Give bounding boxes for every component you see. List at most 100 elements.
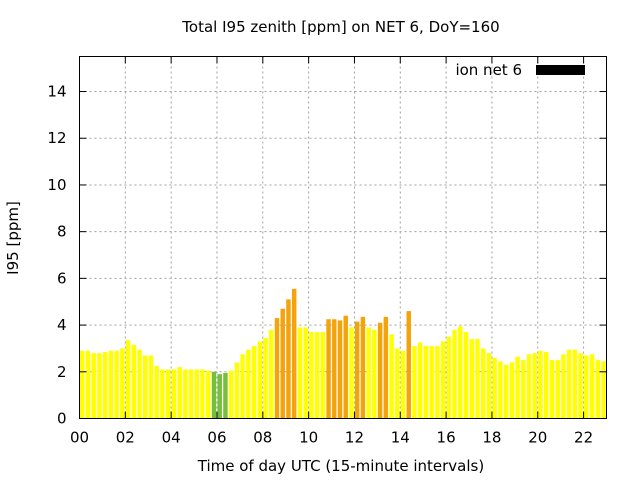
bar: [326, 319, 331, 419]
y-tick-label: 14: [47, 83, 66, 101]
bar: [177, 367, 182, 419]
bar: [102, 351, 108, 419]
bar: [595, 360, 601, 419]
x-tick-label: 14: [391, 429, 410, 447]
bar: [543, 351, 549, 419]
bar: [389, 334, 394, 419]
bar: [291, 288, 297, 419]
bar: [555, 360, 560, 419]
x-tick-label: 06: [207, 429, 226, 447]
bar: [206, 370, 211, 419]
grid-lines: [79, 56, 607, 419]
bar: [498, 361, 503, 419]
bar: [320, 332, 326, 419]
x-axis-label: Time of day UTC (15-minute intervals): [197, 457, 484, 475]
bar: [314, 332, 320, 419]
bar: [412, 346, 417, 419]
y-tick-label: 12: [47, 129, 66, 147]
bar: [406, 311, 411, 419]
bar: [532, 353, 538, 419]
bar: [417, 342, 423, 419]
y-tick-label: 4: [57, 316, 67, 334]
bar: [97, 353, 102, 419]
bar: [280, 308, 285, 419]
bar: [372, 329, 377, 419]
bar: [80, 350, 85, 419]
bar: [257, 341, 263, 419]
bar: [538, 350, 543, 419]
bar: [400, 350, 406, 419]
bar: [515, 356, 520, 419]
bar: [332, 319, 337, 419]
bar: [108, 350, 114, 419]
bar: [137, 349, 142, 419]
bar: [561, 354, 566, 419]
bar: [377, 322, 383, 419]
y-tick-label: 8: [57, 223, 67, 241]
bar: [120, 348, 125, 419]
x-tick-label: 00: [70, 429, 89, 447]
bar: [343, 315, 348, 419]
legend: ion net 6: [455, 61, 585, 79]
bar: [463, 332, 469, 419]
y-axis-label: I95 [ppm]: [4, 201, 22, 275]
bar: [458, 326, 463, 419]
x-tick-label: 02: [116, 429, 135, 447]
x-tick-label: 22: [574, 429, 593, 447]
bar: [194, 369, 200, 419]
x-tick-label: 10: [299, 429, 318, 447]
y-tick-label: 10: [47, 176, 66, 194]
bar: [360, 316, 366, 419]
legend-label: ion net 6: [455, 61, 522, 79]
bar: [521, 360, 526, 419]
bar: [475, 339, 480, 419]
y-tick-label: 0: [57, 410, 67, 428]
bar: [584, 355, 589, 419]
bar: [251, 346, 257, 419]
bar: [217, 374, 222, 419]
bar: [383, 316, 389, 419]
bar: [211, 371, 217, 419]
bar: [148, 355, 154, 419]
bar: [589, 354, 595, 419]
bar: [171, 369, 177, 419]
x-tick-label: 08: [253, 429, 272, 447]
bar: [240, 354, 245, 419]
bar: [354, 321, 360, 419]
bar: [549, 360, 555, 419]
bar: [566, 349, 572, 419]
bar: [578, 353, 583, 419]
bar: [446, 336, 452, 419]
bar: [286, 299, 291, 419]
bar: [395, 348, 400, 419]
bars: [80, 288, 606, 419]
bar: [526, 354, 532, 419]
y-tick-label: 2: [57, 363, 67, 381]
bar: [440, 341, 446, 419]
plot-frame: [79, 56, 607, 419]
bar: [131, 344, 137, 419]
legend-swatch: [536, 65, 585, 75]
bar: [297, 327, 303, 419]
bar: [91, 353, 96, 419]
bar: [509, 362, 515, 419]
bar: [246, 349, 251, 419]
bar: [223, 372, 228, 419]
bar: [183, 369, 188, 419]
bar: [429, 346, 434, 419]
bar: [423, 346, 429, 419]
bar: [572, 349, 578, 419]
bar: [85, 350, 91, 419]
bar: [503, 364, 509, 419]
bar: [469, 339, 474, 419]
bar: [349, 327, 354, 419]
bar: [435, 346, 440, 419]
bar: [486, 353, 492, 419]
bar: [143, 355, 148, 419]
bar: [309, 332, 314, 419]
bar: [114, 350, 119, 419]
bar: [188, 369, 194, 419]
bar: [337, 320, 343, 419]
